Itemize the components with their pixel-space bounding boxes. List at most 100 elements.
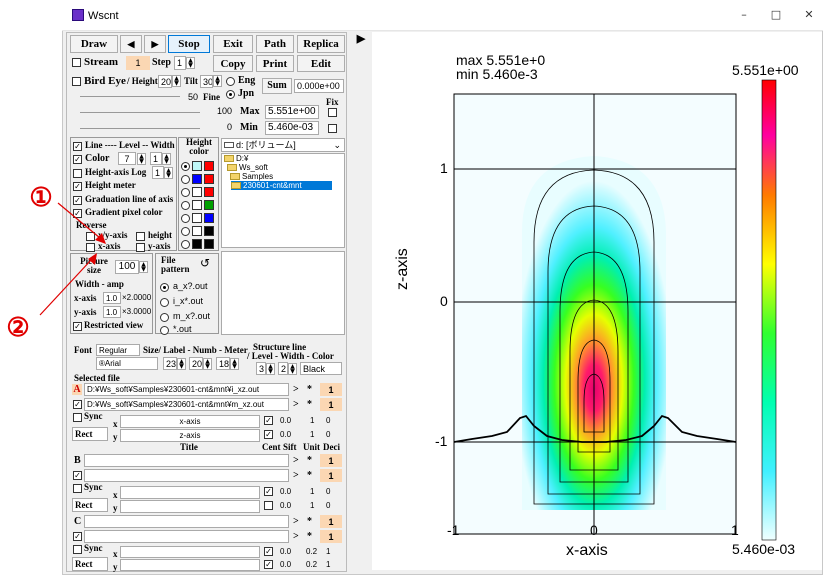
a-y-deci[interactable]: 0 <box>326 430 331 439</box>
gradpix-checkbox[interactable]: ✓ <box>73 209 82 218</box>
file-b-num[interactable]: 1 <box>320 454 342 467</box>
min-value[interactable]: 5.460e-03 <box>265 121 319 135</box>
height-spinner[interactable]: ▲ ▼ <box>172 75 181 87</box>
rect-a-select[interactable]: Rect <box>72 427 108 441</box>
file-c-path[interactable] <box>84 515 289 528</box>
palette-radio-5[interactable] <box>181 214 190 223</box>
replica-button[interactable]: Replica <box>297 35 345 53</box>
max-field[interactable]: 100 <box>216 106 232 116</box>
next-button[interactable]: ▶ <box>144 35 166 53</box>
file-c-star[interactable]: * <box>307 516 312 527</box>
y-amp-input[interactable]: 1.0 <box>103 306 121 318</box>
file-a-num[interactable]: 1 <box>320 383 342 396</box>
file-b-path[interactable] <box>84 454 289 467</box>
b-y-unit[interactable]: 1 <box>310 501 315 510</box>
file-a-go[interactable]: > <box>293 384 299 395</box>
stream-checkbox[interactable] <box>72 58 81 67</box>
b-x-unit[interactable]: 1 <box>310 487 315 496</box>
a-y-sift[interactable]: 0.0 <box>280 430 292 439</box>
pattern-radio[interactable] <box>160 283 169 292</box>
c-y-unit[interactable]: 0.2 <box>306 560 318 569</box>
prev-button[interactable]: ◀ <box>120 35 142 53</box>
struct-width-spinner[interactable]: ▲ ▼ <box>288 363 297 375</box>
c-xaxis-title[interactable] <box>120 546 260 558</box>
grad-checkbox[interactable]: ✓ <box>73 196 82 205</box>
palette-radio-4[interactable] <box>181 201 190 210</box>
file-b2-num[interactable]: 1 <box>320 469 342 482</box>
a-x-sift[interactable]: 0.0 <box>280 416 292 425</box>
b-x-cent-checkbox[interactable]: ✓ <box>264 487 273 496</box>
file-b-star[interactable]: * <box>307 455 312 466</box>
struct-level-spinner[interactable]: ▲ ▼ <box>266 363 275 375</box>
file-c-num[interactable]: 1 <box>320 515 342 528</box>
a-zaxis-title[interactable]: z-axis <box>120 429 260 442</box>
file-a2-path[interactable]: D:¥Ws_soft¥Samples¥230601-cnt&mnt¥m_xz.o… <box>84 398 289 411</box>
c-x-unit[interactable]: 0.2 <box>306 547 318 556</box>
b-y-sift[interactable]: 0.0 <box>280 501 292 510</box>
struct-level-input[interactable]: 3 <box>256 362 266 375</box>
pattern-radio[interactable] <box>160 313 169 322</box>
sync-b-checkbox[interactable] <box>73 484 82 493</box>
font-style-select[interactable]: Regular <box>96 344 140 356</box>
tree-item[interactable]: D:¥ <box>224 154 248 163</box>
file-c2-go[interactable]: > <box>293 531 299 542</box>
max-slider-track[interactable] <box>80 112 200 113</box>
line-width-spinner[interactable]: ▲ ▼ <box>162 153 171 165</box>
play-button[interactable]: ▶ <box>356 33 366 45</box>
file-a2-checkbox[interactable]: ✓ <box>73 400 82 409</box>
file-b2-star[interactable]: * <box>307 470 312 481</box>
hlog-checkbox[interactable] <box>73 169 82 178</box>
xaxis-reverse-checkbox[interactable] <box>86 243 95 252</box>
eng-radio[interactable] <box>226 77 235 86</box>
pattern-radio[interactable] <box>160 298 169 307</box>
hlog-spinner[interactable]: ▲ ▼ <box>164 167 173 179</box>
a-y-unit[interactable]: 1 <box>310 430 315 439</box>
tree-item[interactable]: Samples <box>230 172 273 181</box>
line-width-input[interactable]: 1 <box>150 152 162 165</box>
pattern-radio[interactable] <box>160 326 169 335</box>
path-button[interactable]: Path <box>256 35 294 53</box>
a-x-cent-checkbox[interactable]: ✓ <box>264 416 273 425</box>
palette-radio-6[interactable] <box>181 227 190 236</box>
sync-a-checkbox[interactable] <box>73 413 82 422</box>
palette-radio-1[interactable] <box>181 162 190 171</box>
line-checkbox[interactable]: ✓ <box>73 142 82 151</box>
maximize-icon[interactable]: □ <box>770 8 782 21</box>
xyaxis-checkbox[interactable] <box>86 232 95 241</box>
min-slider-track[interactable] <box>80 128 200 129</box>
a-x-deci[interactable]: 0 <box>326 416 331 425</box>
meter-size-input[interactable]: 18 <box>216 357 230 370</box>
a-y-cent-checkbox[interactable]: ✓ <box>264 430 273 439</box>
tree-item[interactable]: Ws_soft <box>227 163 268 172</box>
color-level-input[interactable]: 7 <box>118 152 136 165</box>
close-icon[interactable]: ✕ <box>804 8 814 21</box>
stop-button[interactable]: Stop <box>168 35 210 53</box>
color-level-spinner[interactable]: ▲ ▼ <box>137 153 146 165</box>
hlog-input[interactable]: 1 <box>152 166 164 179</box>
palette-radio-2[interactable] <box>181 175 190 184</box>
label-size-input[interactable]: 23 <box>163 357 177 370</box>
label-size-spinner[interactable]: ▲ ▼ <box>177 358 186 370</box>
file-a2-num[interactable]: 1 <box>320 398 342 411</box>
file-list[interactable] <box>221 251 345 335</box>
tilt-spinner[interactable]: ▲ ▼ <box>213 75 222 87</box>
restricted-checkbox[interactable]: ✓ <box>73 322 82 331</box>
file-c2-star[interactable]: * <box>307 531 312 542</box>
step-spinner[interactable]: ▲ ▼ <box>186 57 195 69</box>
step-input[interactable]: 1 <box>174 56 186 70</box>
numb-size-input[interactable]: 20 <box>189 357 203 370</box>
exit-button[interactable]: Exit <box>213 35 253 53</box>
tree-item-selected[interactable]: 230601-cnt&mnt <box>231 181 332 190</box>
hmeter-checkbox[interactable]: ✓ <box>73 182 82 191</box>
file-b2-checkbox[interactable]: ✓ <box>73 471 82 480</box>
reset-icon[interactable]: ↺ <box>200 256 211 270</box>
file-c-go[interactable]: > <box>293 516 299 527</box>
palette-radio-3[interactable] <box>181 188 190 197</box>
copy-button[interactable]: Copy <box>213 55 253 72</box>
file-c2-num[interactable]: 1 <box>320 530 342 543</box>
picture-size-spinner[interactable]: ▲ ▼ <box>139 261 148 273</box>
c-y-sift[interactable]: 0.0 <box>280 560 292 569</box>
fine-value[interactable]: 50 <box>187 92 198 102</box>
file-b-go[interactable]: > <box>293 455 299 466</box>
file-c2-path[interactable] <box>84 530 289 543</box>
